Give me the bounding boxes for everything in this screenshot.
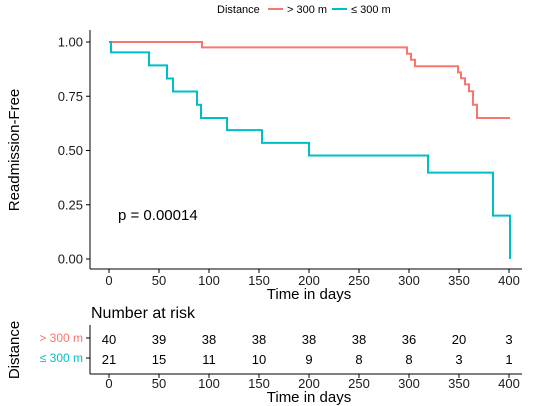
risk-count: 38 (352, 332, 366, 347)
survival-curves (109, 41, 511, 259)
risk-group-label: ≤ 300 m (40, 351, 83, 365)
risk-x-axis-title: Time in days (267, 389, 351, 406)
x-tick-label: 150 (248, 273, 270, 288)
risk-x-ticks: 0 50 100 150 200 250 300 350 400 (105, 374, 520, 391)
risk-cells: 40 39 38 38 38 38 36 20 3 21 15 11 10 9 8 8 3 1 (102, 332, 513, 367)
curve-le300 (109, 41, 511, 259)
risk-count: 39 (152, 332, 166, 347)
y-ticks: 0.00 0.25 0.50 0.75 1.00 (58, 35, 90, 267)
y-tick-label: 0.50 (58, 143, 83, 158)
risk-count: 1 (505, 352, 512, 367)
risk-group-labels: > 300 m ≤ 300 m (39, 331, 90, 365)
risk-x-tick-label: 300 (398, 376, 420, 391)
y-tick-label: 0.00 (58, 252, 83, 267)
risk-count: 38 (202, 332, 216, 347)
risk-x-tick-label: 100 (198, 376, 220, 391)
risk-count: 8 (355, 352, 362, 367)
risk-count: 9 (305, 352, 312, 367)
risk-count: 15 (152, 352, 166, 367)
risk-group-label: > 300 m (39, 331, 83, 345)
risk-table-y-title: Distance (6, 321, 23, 379)
x-tick-label: 350 (448, 273, 470, 288)
x-ticks: 0 50 100 150 200 250 300 350 400 (105, 269, 520, 288)
risk-x-tick-label: 250 (348, 376, 370, 391)
risk-count: 21 (102, 352, 116, 367)
risk-table: Number at risk Distance > 300 m ≤ 300 m 4… (6, 305, 522, 406)
risk-count: 38 (252, 332, 266, 347)
y-tick-label: 0.25 (58, 197, 83, 212)
risk-count: 8 (405, 352, 412, 367)
risk-count: 36 (402, 332, 416, 347)
risk-count: 10 (252, 352, 266, 367)
risk-count: 40 (102, 332, 116, 347)
x-tick-label: 50 (152, 273, 166, 288)
risk-count: 3 (455, 352, 462, 367)
risk-table-title: Number at risk (91, 305, 196, 322)
main-plot: 0.00 0.25 0.50 0.75 1.00 0 50 100 150 200 250 300 3… (6, 30, 522, 303)
x-tick-label: 250 (348, 273, 370, 288)
p-value-annotation: p = 0.00014 (118, 207, 198, 224)
risk-x-tick-label: 0 (105, 376, 112, 391)
risk-x-tick-label: 200 (298, 376, 320, 391)
risk-count: 20 (452, 332, 466, 347)
risk-x-tick-label: 50 (152, 376, 166, 391)
x-tick-label: 0 (105, 273, 112, 288)
y-tick-label: 1.00 (58, 35, 83, 50)
x-tick-label: 200 (298, 273, 320, 288)
x-axis-title: Time in days (267, 286, 351, 303)
y-tick-label: 0.75 (58, 89, 83, 104)
x-tick-label: 400 (498, 273, 520, 288)
x-tick-label: 300 (398, 273, 420, 288)
risk-count: 38 (302, 332, 316, 347)
risk-x-tick-label: 350 (448, 376, 470, 391)
risk-x-tick-label: 150 (248, 376, 270, 391)
curve-gt300 (109, 41, 510, 119)
risk-x-tick-label: 400 (498, 376, 520, 391)
risk-count: 11 (202, 352, 216, 367)
y-axis-title: Readmission-Free (6, 89, 23, 212)
legend-label-gt300: > 300 m (287, 4, 327, 16)
risk-count: 3 (505, 332, 512, 347)
legend: Distance > 300 m ≤ 300 m (217, 4, 391, 16)
legend-label-le300: ≤ 300 m (351, 4, 391, 16)
x-tick-label: 100 (198, 273, 220, 288)
legend-title: Distance (217, 4, 260, 16)
